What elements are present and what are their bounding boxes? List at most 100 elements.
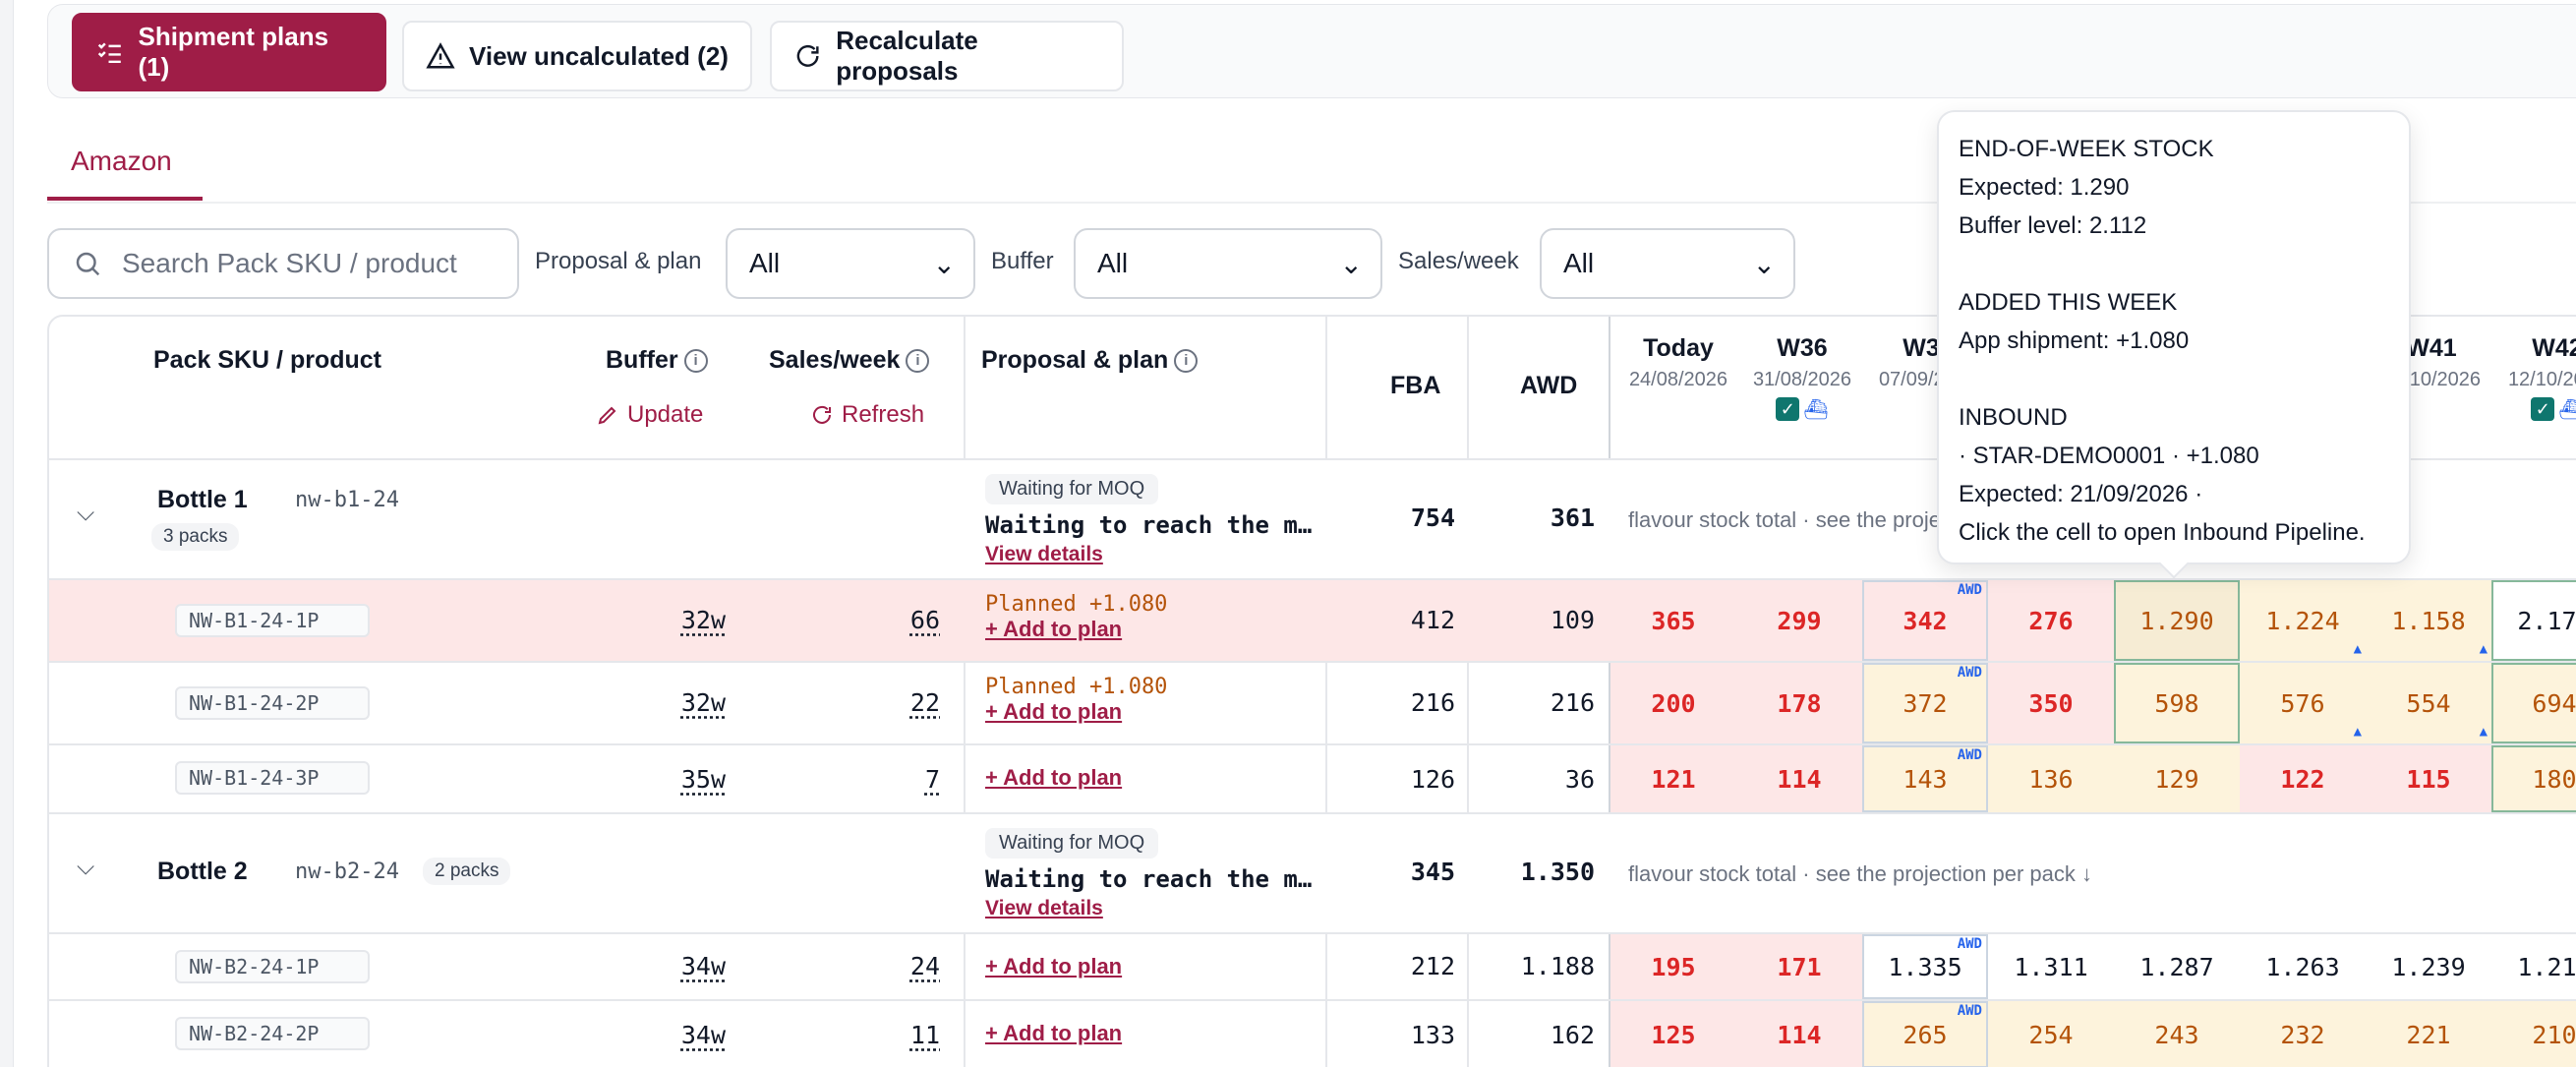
add-to-plan-link[interactable]: + Add to plan bbox=[985, 765, 1123, 790]
week-cell[interactable]: 178 bbox=[1736, 663, 1862, 743]
add-to-plan-link[interactable]: + Add to plan bbox=[985, 699, 1123, 724]
chevron-down-icon: ⌄ bbox=[1752, 248, 1776, 279]
tooltip-hint: Click the cell to open Inbound Pipeline. bbox=[1959, 519, 2366, 546]
column-divider bbox=[1609, 317, 1610, 1067]
week-cell[interactable]: 125 bbox=[1610, 1001, 1736, 1067]
week-cell[interactable]: 1.224 ▲ bbox=[2240, 580, 2366, 661]
view-details-link[interactable]: View details bbox=[985, 543, 1103, 565]
week-cell[interactable]: 171 bbox=[1736, 934, 1862, 999]
sales-value[interactable]: 11 bbox=[909, 1021, 940, 1049]
week-cell[interactable]: 1.215 bbox=[2491, 934, 2576, 999]
view-uncalculated-button[interactable]: View uncalculated (2) bbox=[402, 21, 752, 91]
week-cell[interactable]: 1.335 AWD bbox=[1862, 934, 1988, 999]
week-cell[interactable]: 576 ▲ bbox=[2240, 663, 2366, 743]
view-details-link[interactable]: View details bbox=[985, 897, 1103, 919]
checkbox-checked-icon[interactable]: ✓ bbox=[2531, 397, 2555, 421]
awd-value: 109 bbox=[1550, 606, 1595, 634]
week-cell[interactable]: 129 bbox=[2114, 745, 2240, 812]
week-cell[interactable]: 1.263 bbox=[2240, 934, 2366, 999]
week-date: 31/08/2026 bbox=[1752, 369, 1852, 390]
week-cell[interactable]: 1.311 bbox=[1988, 934, 2114, 999]
search-box[interactable] bbox=[47, 228, 519, 299]
shipment-plans-button[interactable]: Shipment plans (1) bbox=[72, 13, 386, 91]
week-cell[interactable]: 365 bbox=[1610, 580, 1736, 661]
info-icon[interactable]: i bbox=[1174, 349, 1199, 374]
buffer-value[interactable]: 35w bbox=[680, 765, 726, 794]
fba-value: 754 bbox=[1410, 504, 1455, 532]
triangle-up-icon: ▲ bbox=[2353, 724, 2362, 740]
chevron-down-icon: ⌄ bbox=[1339, 248, 1363, 279]
table-row[interactable]: NW-B1-24-3P 35w 7 + Add to plan 126 36 1… bbox=[49, 745, 2576, 814]
table-row[interactable]: NW-B1-24-1P 32w 66 Planned +1.080 + Add … bbox=[49, 580, 2576, 663]
week-label: W41 bbox=[2406, 334, 2457, 362]
week-cell[interactable]: 342 AWD bbox=[1862, 580, 1988, 661]
cell-value: 342 bbox=[1903, 606, 1948, 635]
week-cell[interactable]: 136 bbox=[1988, 745, 2114, 812]
week-cell[interactable]: 276 bbox=[1988, 580, 2114, 661]
status-badge: Waiting for MOQ bbox=[985, 828, 1159, 859]
week-cell[interactable]: 121 bbox=[1610, 745, 1736, 812]
week-cell[interactable]: 114 bbox=[1736, 1001, 1862, 1067]
week-cell[interactable]: 2.172 bbox=[2491, 580, 2576, 661]
search-input[interactable] bbox=[122, 248, 496, 279]
triangle-up-icon: ▲ bbox=[2479, 641, 2488, 657]
chevron-down-icon[interactable]: ⌵ bbox=[77, 854, 95, 880]
week-cell[interactable]: 598 bbox=[2114, 663, 2240, 743]
update-buffer-link[interactable]: Update bbox=[596, 401, 703, 429]
week-cell[interactable]: 195 bbox=[1610, 934, 1736, 999]
tab-amazon[interactable]: Amazon bbox=[47, 138, 203, 201]
week-cell-hovered[interactable]: 1.290 bbox=[2114, 580, 2240, 661]
sales-value[interactable]: 7 bbox=[924, 765, 940, 794]
group-row-bottle-2[interactable]: ⌵ Bottle 2 nw-b2-24 2 packs Waiting for … bbox=[49, 814, 2576, 934]
week-cell[interactable]: 254 bbox=[1988, 1001, 2114, 1067]
refresh-sales-link[interactable]: Refresh bbox=[810, 401, 924, 429]
warning-icon bbox=[426, 42, 455, 69]
recalculate-proposals-button[interactable]: Recalculate proposals bbox=[770, 21, 1124, 91]
column-divider bbox=[1467, 317, 1469, 1067]
table-row[interactable]: NW-B2-24-2P 34w 11 + Add to plan 133 162… bbox=[49, 1001, 2576, 1067]
buffer-filter-select[interactable]: All ⌄ bbox=[1074, 228, 1382, 299]
add-to-plan-link[interactable]: + Add to plan bbox=[985, 1021, 1123, 1045]
week-cell[interactable]: 554 ▲ bbox=[2366, 663, 2491, 743]
week-cell[interactable]: 210 bbox=[2491, 1001, 2576, 1067]
buffer-value[interactable]: 34w bbox=[680, 952, 726, 980]
week-cell[interactable]: 265 AWD bbox=[1862, 1001, 1988, 1067]
week-cell[interactable]: 243 bbox=[2114, 1001, 2240, 1067]
chevron-down-icon[interactable]: ⌵ bbox=[77, 500, 95, 526]
sales-filter-select[interactable]: All ⌄ bbox=[1540, 228, 1795, 299]
week-cell[interactable]: 694 bbox=[2491, 663, 2576, 743]
week-cell[interactable]: 350 bbox=[1988, 663, 2114, 743]
week-cell[interactable]: 1.158 ▲ bbox=[2366, 580, 2491, 661]
awd-value: 1.188 bbox=[1520, 952, 1595, 980]
add-to-plan-link[interactable]: + Add to plan bbox=[985, 617, 1123, 641]
table-row[interactable]: NW-B1-24-2P 32w 22 Planned +1.080 + Add … bbox=[49, 663, 2576, 745]
sales-value[interactable]: 66 bbox=[909, 606, 940, 634]
info-icon[interactable]: i bbox=[906, 349, 930, 374]
week-cell[interactable]: 299 bbox=[1736, 580, 1862, 661]
plan-cell: Planned +1.080 + Add to plan bbox=[985, 592, 1167, 642]
sales-value[interactable]: 22 bbox=[909, 688, 940, 717]
week-cell[interactable]: 180 bbox=[2491, 745, 2576, 812]
week-cell[interactable]: 1.287 bbox=[2114, 934, 2240, 999]
week-cell[interactable]: 1.239 bbox=[2366, 934, 2491, 999]
awd-value: 361 bbox=[1550, 504, 1595, 532]
week-cell[interactable]: 114 bbox=[1736, 745, 1862, 812]
week-cell[interactable]: 200 bbox=[1610, 663, 1736, 743]
week-cell[interactable]: 122 bbox=[2240, 745, 2366, 812]
buffer-value[interactable]: 32w bbox=[680, 606, 726, 634]
week-cell[interactable]: 372 AWD bbox=[1862, 663, 1988, 743]
buffer-value[interactable]: 34w bbox=[680, 1021, 726, 1049]
week-cell[interactable]: 221 bbox=[2366, 1001, 2491, 1067]
add-to-plan-link[interactable]: + Add to plan bbox=[985, 954, 1123, 978]
search-icon bbox=[76, 252, 100, 276]
table-row[interactable]: NW-B2-24-1P 34w 24 + Add to plan 212 1.1… bbox=[49, 934, 2576, 1001]
week-cell[interactable]: 232 bbox=[2240, 1001, 2366, 1067]
checkbox-checked-icon[interactable]: ✓ bbox=[1776, 397, 1800, 421]
week-cell[interactable]: 115 bbox=[2366, 745, 2491, 812]
tooltip-app-shipment: App shipment: +1.080 bbox=[1959, 327, 2190, 354]
sales-value[interactable]: 24 bbox=[909, 952, 940, 980]
proposal-filter-select[interactable]: All ⌄ bbox=[726, 228, 975, 299]
info-icon[interactable]: i bbox=[683, 349, 708, 374]
week-cell[interactable]: 143 AWD bbox=[1862, 745, 1988, 812]
buffer-value[interactable]: 32w bbox=[680, 688, 726, 717]
